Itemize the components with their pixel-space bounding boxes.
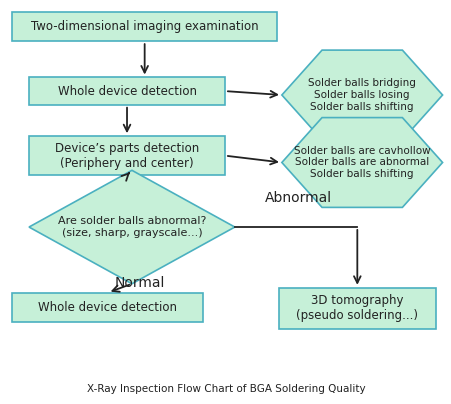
Text: Two-dimensional imaging examination: Two-dimensional imaging examination	[31, 20, 258, 33]
Polygon shape	[281, 118, 442, 207]
Text: X-Ray Inspection Flow Chart of BGA Soldering Quality: X-Ray Inspection Flow Chart of BGA Solde…	[87, 383, 364, 393]
FancyBboxPatch shape	[12, 12, 276, 41]
FancyBboxPatch shape	[278, 288, 435, 329]
Polygon shape	[281, 50, 442, 140]
Text: Normal: Normal	[114, 276, 165, 290]
Text: 3D tomography
(pseudo soldering...): 3D tomography (pseudo soldering...)	[296, 294, 417, 322]
Text: Device’s parts detection
(Periphery and center): Device’s parts detection (Periphery and …	[55, 142, 199, 170]
Polygon shape	[29, 170, 235, 284]
FancyBboxPatch shape	[12, 292, 203, 322]
FancyBboxPatch shape	[29, 136, 225, 175]
Text: Solder balls are cavhollow
Solder balls are abnormal
Solder balls shifting: Solder balls are cavhollow Solder balls …	[293, 146, 430, 179]
Text: Are solder balls abnormal?
(size, sharp, grayscale...): Are solder balls abnormal? (size, sharp,…	[58, 216, 206, 238]
Text: Whole device detection: Whole device detection	[38, 301, 177, 314]
Text: Abnormal: Abnormal	[264, 191, 331, 204]
Text: Whole device detection: Whole device detection	[57, 84, 196, 98]
FancyBboxPatch shape	[29, 78, 225, 105]
Text: Solder balls bridging
Solder balls losing
Solder balls shifting: Solder balls bridging Solder balls losin…	[308, 78, 415, 112]
